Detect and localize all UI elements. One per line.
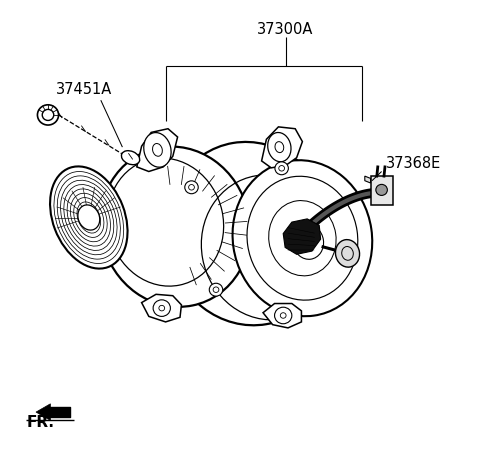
Polygon shape (365, 177, 371, 184)
Ellipse shape (100, 147, 250, 307)
Circle shape (159, 306, 165, 311)
Circle shape (209, 284, 223, 297)
Text: FR.: FR. (26, 414, 54, 429)
Polygon shape (262, 128, 302, 168)
Circle shape (280, 313, 286, 319)
Ellipse shape (336, 240, 360, 268)
Circle shape (213, 287, 219, 293)
Polygon shape (36, 404, 50, 420)
Ellipse shape (268, 133, 291, 162)
Ellipse shape (232, 161, 372, 317)
Ellipse shape (144, 133, 171, 168)
Circle shape (185, 181, 198, 194)
Ellipse shape (121, 151, 140, 165)
Ellipse shape (165, 143, 334, 325)
Circle shape (275, 162, 288, 175)
Circle shape (189, 185, 194, 190)
Circle shape (279, 166, 285, 172)
Circle shape (275, 308, 292, 324)
Polygon shape (283, 219, 321, 255)
Ellipse shape (50, 167, 128, 269)
Polygon shape (263, 304, 301, 328)
Text: 37300A: 37300A (257, 22, 314, 37)
Text: 37368E: 37368E (386, 156, 442, 170)
Circle shape (376, 185, 387, 196)
Ellipse shape (293, 225, 324, 260)
Polygon shape (142, 295, 181, 322)
Circle shape (153, 300, 170, 317)
Circle shape (42, 110, 54, 121)
Polygon shape (137, 129, 178, 172)
Circle shape (37, 106, 59, 126)
Text: 37451A: 37451A (56, 82, 112, 97)
Polygon shape (371, 177, 393, 206)
Ellipse shape (78, 206, 100, 230)
